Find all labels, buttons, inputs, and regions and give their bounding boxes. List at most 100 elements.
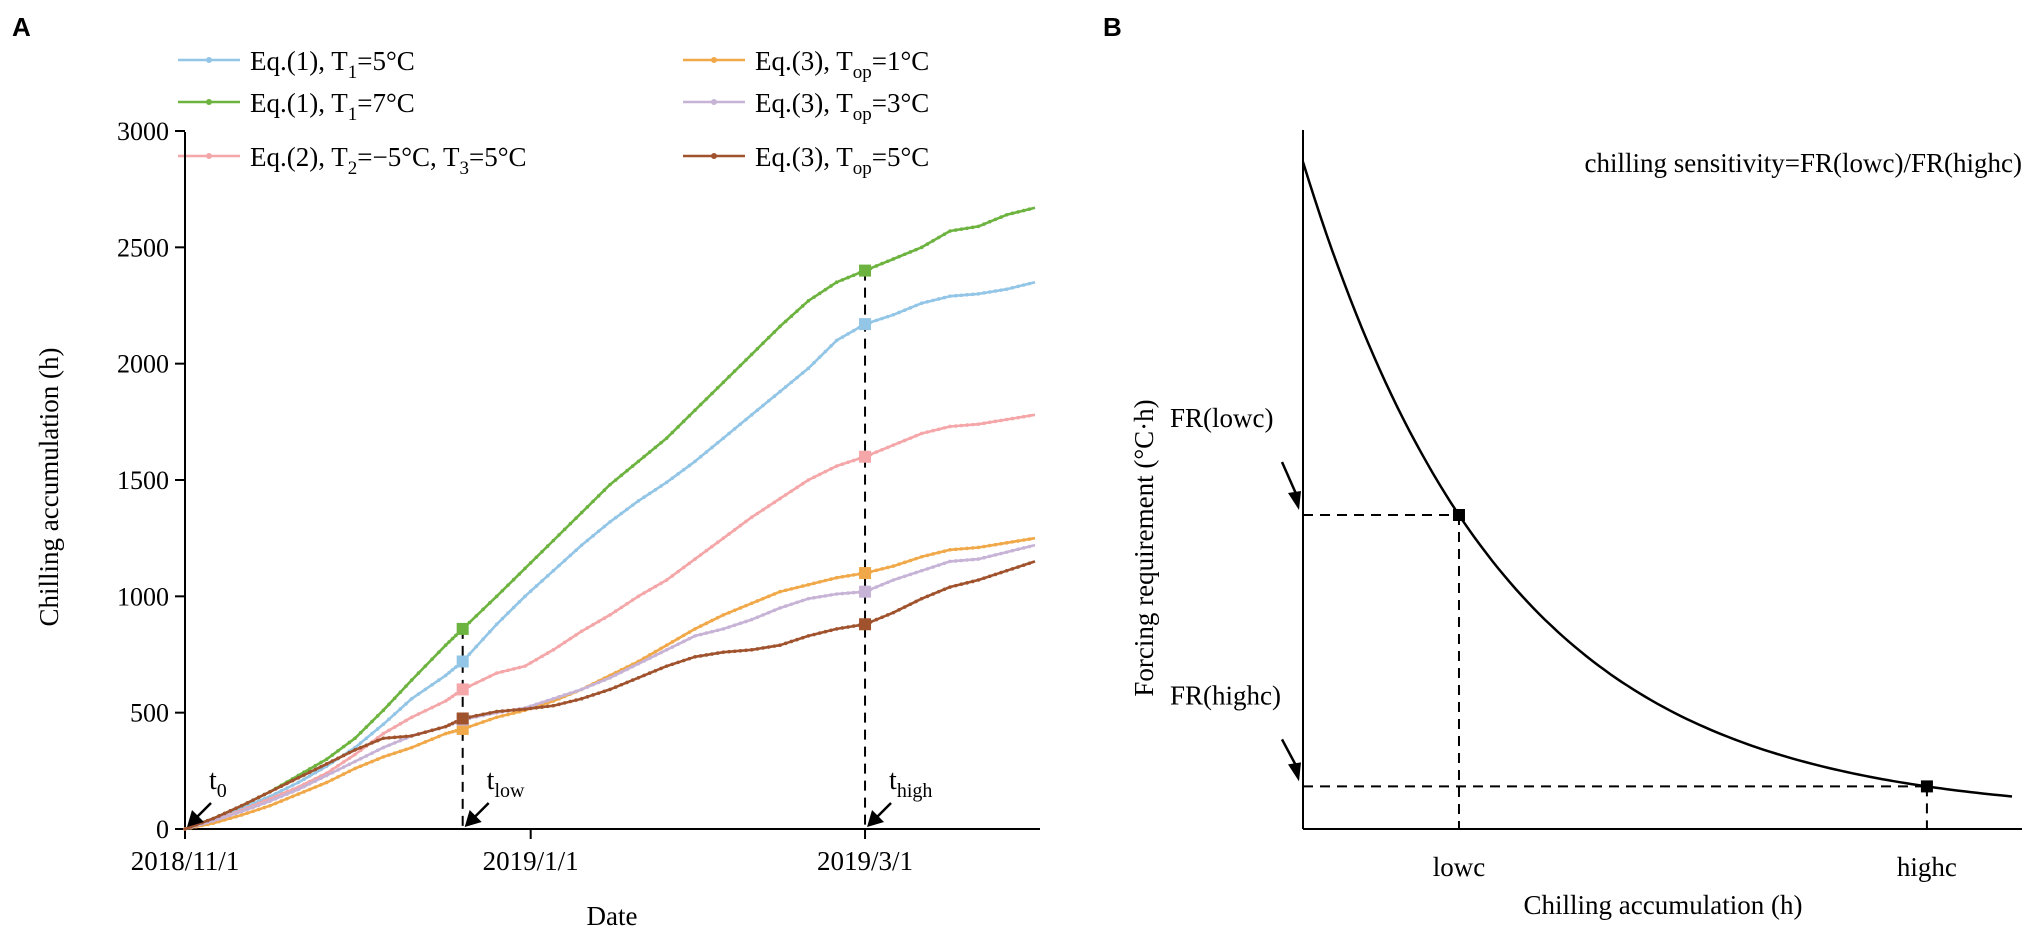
series-dot: [205, 818, 210, 823]
series-dot: [404, 702, 408, 706]
series-dot: [681, 419, 686, 424]
series-dot: [642, 673, 646, 678]
series-dot: [766, 645, 771, 649]
series-dot: [481, 712, 485, 717]
series-dot: [488, 717, 492, 722]
series-dot: [806, 366, 811, 371]
series-dot: [506, 708, 510, 713]
series-dot: [851, 458, 856, 463]
series-dot: [324, 762, 329, 766]
series-dot: [447, 730, 451, 735]
series-dot: [795, 375, 799, 380]
x-tick-label: 2019/1/1: [483, 846, 579, 876]
series-dot: [693, 634, 697, 638]
legend-label: Eq.(3), Top=5°C: [755, 142, 929, 179]
series-dot: [829, 593, 833, 597]
series-dot: [965, 581, 969, 585]
series-dot: [738, 648, 743, 653]
series-dot: [256, 807, 261, 812]
series-dot: [217, 814, 221, 818]
series-dot: [783, 588, 788, 593]
series-dot: [874, 568, 879, 573]
series-dot: [738, 523, 743, 528]
legend-label: Eq.(1), T1=7°C: [250, 88, 415, 125]
series-dot: [846, 460, 850, 465]
series-dot: [228, 813, 233, 818]
series-dot: [381, 722, 386, 727]
series-dot: [423, 740, 428, 744]
series-dot: [375, 714, 380, 718]
series-dot: [710, 652, 714, 656]
series-dot: [885, 613, 890, 617]
series-dot: [488, 601, 492, 605]
series-dot: [647, 450, 652, 454]
series-dot: [976, 545, 981, 550]
series-dot: [562, 701, 567, 705]
marker-thigh-s4: [859, 567, 872, 580]
series-dot: [585, 626, 590, 630]
series-dot: [381, 755, 386, 759]
legend-swatch-dot: [206, 153, 212, 159]
series-dot: [721, 536, 726, 540]
series-dot: [474, 644, 479, 649]
series-dot: [953, 293, 958, 298]
arrow-head-t0: [187, 810, 204, 827]
series-dot: [761, 341, 765, 345]
series-dot: [1010, 540, 1015, 544]
arrow-head-tlow: [464, 810, 482, 827]
series-dot: [970, 292, 975, 297]
series-dot: [511, 711, 516, 715]
series-dot: [228, 816, 233, 821]
series-dot: [251, 798, 255, 802]
series-dot: [880, 316, 884, 321]
series-dot: [642, 656, 646, 661]
series-dot: [574, 633, 578, 637]
series-dot: [772, 500, 777, 505]
series-dot: [1010, 286, 1015, 290]
series-dot: [579, 687, 584, 692]
series-dot: [358, 745, 363, 750]
series-dot: [1004, 212, 1009, 217]
series-dot: [290, 794, 295, 799]
series-dot: [313, 785, 318, 789]
series-dot: [647, 656, 652, 661]
series-dot: [698, 402, 703, 407]
series-dot: [659, 650, 663, 655]
series-dot: [296, 776, 301, 780]
series-dot: [931, 428, 935, 433]
series-dot: [721, 613, 726, 617]
series-dot: [953, 424, 958, 428]
series-dot: [744, 619, 748, 624]
series-dot: [772, 644, 777, 648]
annotation-t0: t0: [209, 765, 227, 802]
series-dot: [347, 769, 352, 774]
series-dot: [710, 445, 714, 450]
series-dot: [755, 615, 760, 620]
series-dot: [880, 615, 884, 620]
series-dot: [574, 548, 578, 553]
series-dot: [970, 422, 975, 427]
series-dot: [370, 741, 374, 745]
series-dot: [647, 671, 652, 675]
series-dot: [693, 627, 697, 631]
series-dot: [948, 585, 952, 589]
series-dot: [545, 574, 550, 578]
series-dot: [423, 709, 428, 713]
panel-a-label: A: [12, 12, 31, 42]
series-dot: [789, 380, 794, 385]
series-dot: [245, 807, 250, 812]
series-dot: [953, 583, 958, 588]
series-dot: [914, 303, 918, 308]
series-dot: [409, 734, 414, 738]
series-dot: [1021, 414, 1026, 419]
series-dot: [330, 770, 335, 775]
series-dot: [398, 749, 403, 754]
series-dot: [936, 550, 941, 555]
series-dot: [908, 306, 913, 310]
series-dot: [630, 464, 635, 468]
series-dot: [443, 724, 448, 729]
series-dot: [1016, 565, 1020, 569]
series-dot: [619, 511, 624, 516]
series-dot: [381, 745, 386, 750]
series-dot: [664, 436, 669, 440]
